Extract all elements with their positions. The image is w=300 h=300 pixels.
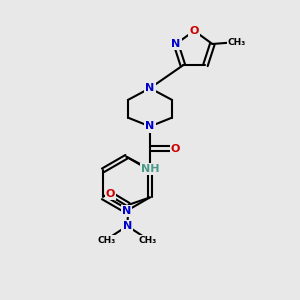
- Text: CH₃: CH₃: [228, 38, 246, 47]
- Text: O: O: [171, 143, 180, 154]
- Text: NH: NH: [141, 164, 159, 174]
- Text: O: O: [106, 189, 115, 199]
- Text: N: N: [146, 122, 154, 131]
- Text: N: N: [123, 221, 132, 231]
- Text: N: N: [122, 206, 131, 216]
- Text: O: O: [190, 26, 199, 36]
- Text: CH₃: CH₃: [98, 236, 116, 244]
- Text: N: N: [146, 83, 154, 93]
- Text: N: N: [171, 39, 181, 49]
- Text: CH₃: CH₃: [139, 236, 157, 244]
